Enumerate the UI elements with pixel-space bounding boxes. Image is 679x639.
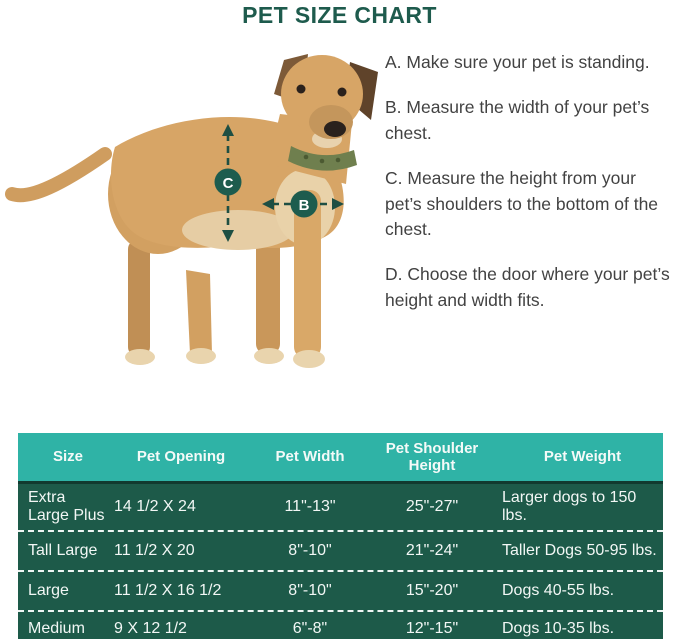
- table-cell: Medium: [28, 619, 85, 637]
- instruction-text: D. Choose the door where your pet’s heig…: [385, 264, 670, 310]
- marker-c-badge: [214, 168, 242, 196]
- column-header: Pet Weight: [543, 448, 622, 466]
- table-cell: Dogs 40-55 lbs.: [502, 582, 615, 600]
- dog-eye: [296, 84, 306, 94]
- table-cell: 15"-20": [405, 582, 459, 600]
- dog-paw: [186, 348, 216, 364]
- table-cell: 14 1/2 X 24: [114, 498, 196, 516]
- table-row: Large 11 1/2 X 16 1/2 8"-10" 15"-20" Dogs 40…: [18, 570, 663, 610]
- dog-hind-leg-near: [186, 270, 212, 354]
- page-title: PET SIZE CHART: [242, 2, 437, 28]
- dog-eye: [337, 87, 347, 97]
- table-cell: 11 1/2 X 16 1/2: [114, 582, 222, 600]
- collar-spot: [303, 154, 309, 160]
- dog-front-leg-near: [294, 190, 321, 358]
- width-measure-arrow: B: [262, 190, 344, 218]
- table-cell: Extra Large Plus: [28, 489, 105, 524]
- table-cell: 11"-13": [284, 498, 336, 516]
- instruction-text: B. Measure the width of your pet’s chest…: [385, 97, 650, 143]
- table-row: Extra Large Plus 14 1/2 X 24 11"-13" 25"-27…: [18, 484, 663, 530]
- table-cell: 25"-27": [405, 498, 459, 516]
- table-cell: Larger dogs to 150 lbs.: [502, 489, 637, 524]
- height-measure-arrow: C: [214, 124, 242, 242]
- table-cell: 21"-24": [405, 542, 459, 560]
- collar-spot: [319, 158, 325, 164]
- dog-nose: [324, 121, 346, 137]
- column-header: Pet Shoulder Height: [385, 439, 479, 474]
- dog-hind-leg-far: [128, 240, 150, 356]
- table-cell: Large: [28, 582, 69, 600]
- table-row: Medium 9 X 12 1/2 6"-8" 12"-15" Dogs 10-35 l…: [18, 610, 663, 639]
- dog-collar: [288, 146, 357, 171]
- marker-c-label: C: [223, 175, 234, 192]
- dog-measurement-diagram: C B: [5, 54, 378, 368]
- measuring-instructions: A. Make sure your pet is standing. B. Mea…: [385, 50, 673, 333]
- instruction-text: A. Make sure your pet is standing.: [385, 52, 650, 72]
- size-table: Size Pet Opening Pet Width Pet Shoulder Hei…: [18, 433, 663, 639]
- dog-tail: [5, 147, 112, 203]
- collar-spot: [335, 157, 341, 163]
- size-table-header: Size Pet Opening Pet Width Pet Shoulder Hei…: [18, 433, 663, 484]
- table-cell: Tall Large: [28, 542, 98, 560]
- dog-belly: [182, 210, 294, 250]
- table-cell: 11 1/2 X 20: [114, 542, 195, 560]
- table-cell: 12"-15": [405, 619, 459, 637]
- size-table-body: Extra Large Plus 14 1/2 X 24 11"-13" 25"-27…: [18, 484, 663, 639]
- column-header: Size: [52, 448, 83, 466]
- table-cell: Dogs 10-35 lbs.: [502, 619, 615, 637]
- column-header: Pet Width: [275, 448, 345, 466]
- column-header: Pet Opening: [136, 448, 226, 466]
- table-cell: 8"-10": [288, 542, 332, 560]
- table-cell: 9 X 12 1/2: [114, 619, 187, 637]
- dog-paw: [125, 349, 155, 365]
- dog-paw: [254, 348, 284, 364]
- table-cell: Taller Dogs 50-95 lbs.: [502, 542, 657, 560]
- table-cell: 6"-8": [292, 619, 328, 637]
- table-cell: 8"-10": [288, 582, 332, 600]
- table-row: Tall Large 11 1/2 X 20 8"-10" 21"-24" Taller…: [18, 530, 663, 570]
- marker-b-badge: [290, 190, 318, 218]
- instruction-text: C. Measure the height from your pet’s sh…: [385, 168, 659, 239]
- dog-paw: [293, 350, 325, 368]
- marker-b-label: B: [299, 197, 310, 214]
